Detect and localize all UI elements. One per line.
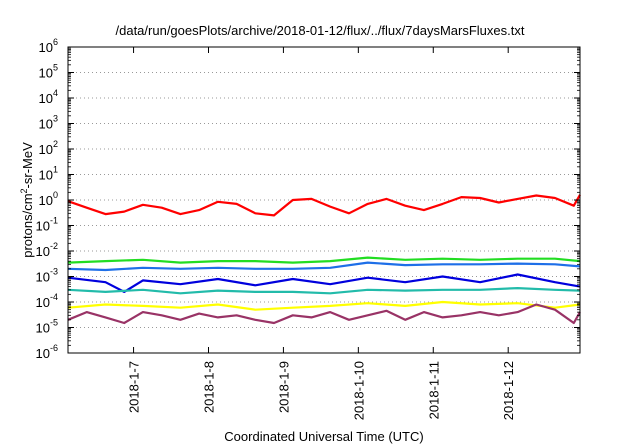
y-tick-label: 10-3 <box>36 267 58 285</box>
y-tick-exponent: -6 <box>50 343 58 353</box>
y-axis-label-pre: protons/cm <box>20 193 35 257</box>
series-lines <box>67 194 581 325</box>
x-tick-label: 2018-1-11 <box>426 361 441 419</box>
y-ticks: 10-610-510-410-310-210-11001011021031041… <box>36 37 580 361</box>
y-tick-exponent: 6 <box>53 37 58 47</box>
y-tick-exponent: 4 <box>53 88 58 98</box>
y-tick-base: 10 <box>39 66 53 81</box>
y-tick-base: 10 <box>39 168 53 183</box>
series-line <box>67 303 581 325</box>
series-line <box>67 300 581 311</box>
y-tick-base: 10 <box>39 142 53 157</box>
plot-frame <box>67 46 581 354</box>
y-tick-exponent: -4 <box>50 292 58 302</box>
y-tick-label: 106 <box>39 37 58 55</box>
y-tick-exponent: -3 <box>50 267 58 277</box>
y-tick-label: 10-4 <box>36 292 58 310</box>
x-ticks: 2018-1-7 2018-1-8 2018-1-9 2018-1-10 2018-1-… <box>127 47 516 420</box>
x-tick-label: 2018-1-10 <box>351 361 366 420</box>
grid-lines <box>68 72 580 328</box>
y-tick-exponent: -5 <box>50 318 58 328</box>
y-tick-exponent: 2 <box>53 139 58 149</box>
x-tick-label: 2018-1-7 <box>127 361 142 413</box>
y-axis-label-sup: 2 <box>19 188 29 193</box>
y-tick-exponent: 5 <box>53 63 58 73</box>
y-tick-base: 10 <box>39 193 53 208</box>
y-tick-label: 10-6 <box>36 343 58 361</box>
x-axis-label: Coordinated Universal Time (UTC) <box>224 429 423 444</box>
y-tick-base: 10 <box>36 270 50 285</box>
y-tick-exponent: -1 <box>50 216 58 226</box>
series-line <box>67 194 581 217</box>
y-axis-label: protons/cm2-sr-MeV <box>19 142 35 258</box>
chart-title: /data/run/goesPlots/archive/2018-01-12/f… <box>116 23 525 38</box>
series-line <box>67 261 581 272</box>
series-line <box>67 287 581 295</box>
y-tick-label: 103 <box>39 114 58 132</box>
y-axis-label-post: -sr-MeV <box>20 142 35 189</box>
y-tick-base: 10 <box>36 295 50 310</box>
y-tick-label: 10-2 <box>36 241 58 259</box>
y-tick-base: 10 <box>36 219 50 234</box>
series-line <box>67 273 581 293</box>
y-tick-label: 10-1 <box>36 216 58 234</box>
y-tick-base: 10 <box>36 346 50 361</box>
y-tick-base: 10 <box>36 321 50 336</box>
y-tick-base: 10 <box>39 40 53 55</box>
y-tick-label: 104 <box>39 88 58 106</box>
y-tick-exponent: -2 <box>50 241 58 251</box>
y-tick-label: 105 <box>39 63 58 81</box>
y-tick-label: 101 <box>39 165 58 183</box>
y-tick-exponent: 1 <box>53 165 58 175</box>
y-tick-label: 102 <box>39 139 58 157</box>
x-tick-label: 2018-1-12 <box>501 361 516 420</box>
y-tick-label: 100 <box>39 190 58 208</box>
y-tick-base: 10 <box>39 117 53 132</box>
y-tick-base: 10 <box>39 91 53 106</box>
y-tick-exponent: 3 <box>53 114 58 124</box>
x-tick-label: 2018-1-9 <box>276 361 291 413</box>
y-tick-base: 10 <box>36 244 50 259</box>
y-tick-exponent: 0 <box>53 190 58 200</box>
series-line <box>67 256 581 264</box>
y-tick-label: 10-5 <box>36 318 58 336</box>
x-tick-label: 2018-1-8 <box>201 361 216 413</box>
